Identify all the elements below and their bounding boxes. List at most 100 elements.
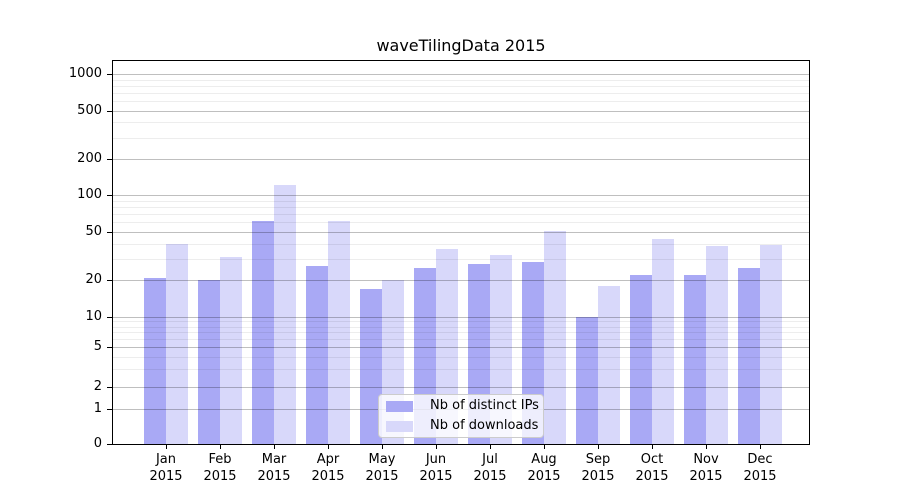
legend-swatch-distinct-ips-icon <box>386 400 413 412</box>
x-tick-month-dec: Dec <box>747 452 773 467</box>
bar-mar-distinct-ips <box>251 220 274 444</box>
bar-feb-downloads <box>219 257 242 444</box>
gridline-minor-600 <box>113 101 809 102</box>
gridline-minor-700 <box>113 92 809 94</box>
x-tick-month-apr: Apr <box>316 452 340 467</box>
gridline-major-5 <box>113 347 809 348</box>
x-tick-month-aug: Aug <box>531 452 557 467</box>
gridline-minor-8 <box>113 326 809 328</box>
x-tick-year-sep: 2015 <box>581 469 615 484</box>
x-tick-mark-aug <box>544 445 545 449</box>
y-tick-label-10: 10 <box>85 309 102 324</box>
x-tick-label-feb: Feb 2015 <box>180 451 260 485</box>
x-tick-year-dec: 2015 <box>743 469 777 484</box>
y-tick-label-500: 500 <box>77 103 102 118</box>
x-tick-year-jun: 2015 <box>419 469 453 484</box>
x-tick-year-mar: 2015 <box>257 469 291 484</box>
gridline-minor-80 <box>113 207 809 209</box>
y-tick-label-1: 1 <box>93 401 102 416</box>
y-tick-label-20: 20 <box>85 272 102 287</box>
x-tick-mark-feb <box>220 445 221 449</box>
bar-oct-downloads <box>651 238 674 444</box>
x-tick-mark-jul <box>490 445 491 449</box>
y-tick-mark-1 <box>107 409 112 410</box>
gridline-minor-60 <box>113 222 809 224</box>
x-tick-month-mar: Mar <box>261 452 287 467</box>
gridline-minor-900 <box>113 79 809 81</box>
gridline-minor-70 <box>113 214 809 216</box>
x-tick-label-jan: Jan 2015 <box>126 451 206 485</box>
legend-label-distinct-ips: Nb of distinct IPs <box>430 398 539 413</box>
legend-label-downloads: Nb of downloads <box>430 418 539 433</box>
x-tick-label-may: May 2015 <box>342 451 422 485</box>
y-tick-mark-100 <box>107 195 112 196</box>
y-tick-label-2: 2 <box>93 379 102 394</box>
bar-may-distinct-ips <box>359 288 382 444</box>
x-tick-label-jun: Jun 2015 <box>396 451 476 485</box>
x-tick-label-mar: Mar 2015 <box>234 451 314 485</box>
legend-item-downloads: Nb of downloads <box>386 418 539 434</box>
x-tick-year-aug: 2015 <box>527 469 561 484</box>
x-tick-month-may: May <box>368 452 396 467</box>
y-tick-label-200: 200 <box>77 151 102 166</box>
x-tick-month-oct: Oct <box>640 452 664 467</box>
x-tick-year-oct: 2015 <box>635 469 669 484</box>
x-tick-month-jun: Jun <box>425 452 447 467</box>
gridline-minor-800 <box>113 85 809 87</box>
bar-feb-distinct-ips <box>197 280 220 444</box>
x-tick-month-jan: Jan <box>155 452 177 467</box>
bar-sep-downloads <box>597 285 620 444</box>
gridline-major-20 <box>113 280 809 282</box>
gridline-major-2 <box>113 386 809 388</box>
x-tick-label-aug: Aug 2015 <box>504 451 584 485</box>
gridline-major-1000 <box>113 74 809 76</box>
x-tick-label-apr: Apr 2015 <box>288 451 368 485</box>
y-tick-mark-1000 <box>107 74 112 75</box>
x-tick-label-dec: Dec 2015 <box>720 451 800 485</box>
x-tick-mark-may <box>382 445 383 449</box>
x-tick-month-feb: Feb <box>208 452 232 467</box>
bar-sep-distinct-ips <box>575 316 598 444</box>
y-tick-label-100: 100 <box>77 187 102 202</box>
y-tick-mark-200 <box>107 159 112 160</box>
bar-nov-distinct-ips <box>683 275 706 444</box>
x-tick-year-jan: 2015 <box>149 469 183 484</box>
gridline-minor-9 <box>113 321 809 323</box>
x-tick-mark-nov <box>706 445 707 449</box>
x-tick-year-jul: 2015 <box>473 469 507 484</box>
plot-area <box>112 60 810 445</box>
y-tick-mark-0 <box>107 444 112 445</box>
x-tick-label-nov: Nov 2015 <box>666 451 746 485</box>
x-tick-mark-apr <box>328 445 329 449</box>
chart-title: waveTilingData 2015 <box>376 36 546 55</box>
x-tick-mark-sep <box>598 445 599 449</box>
gridline-major-500 <box>113 110 809 112</box>
y-tick-mark-20 <box>107 280 112 281</box>
legend-item-distinct-ips: Nb of distinct IPs <box>386 398 539 414</box>
y-tick-mark-500 <box>107 111 112 112</box>
gridline-minor-400 <box>113 122 809 124</box>
x-tick-label-jul: Jul 2015 <box>450 451 530 485</box>
x-tick-year-may: 2015 <box>365 469 399 484</box>
x-tick-label-oct: Oct 2015 <box>612 451 692 485</box>
x-tick-month-nov: Nov <box>693 452 719 467</box>
gridline-major-10 <box>113 316 809 318</box>
gridline-minor-40 <box>113 243 809 245</box>
bar-jan-downloads <box>165 243 188 444</box>
y-tick-label-5: 5 <box>93 339 102 354</box>
x-tick-mark-jan <box>166 445 167 449</box>
gridline-minor-7 <box>113 332 809 334</box>
gridline-minor-3 <box>113 369 809 370</box>
legend-swatch-downloads-icon <box>386 420 413 432</box>
gridline-major-50 <box>113 231 809 233</box>
x-tick-month-sep: Sep <box>585 452 611 467</box>
bar-apr-downloads <box>327 221 350 444</box>
y-tick-mark-50 <box>107 232 112 233</box>
x-tick-mark-jun <box>436 445 437 449</box>
bar-oct-distinct-ips <box>629 275 652 444</box>
y-tick-mark-2 <box>107 387 112 388</box>
gridline-major-200 <box>113 158 809 160</box>
x-tick-label-sep: Sep 2015 <box>558 451 638 485</box>
legend: Nb of distinct IPs Nb of downloads <box>378 394 544 438</box>
